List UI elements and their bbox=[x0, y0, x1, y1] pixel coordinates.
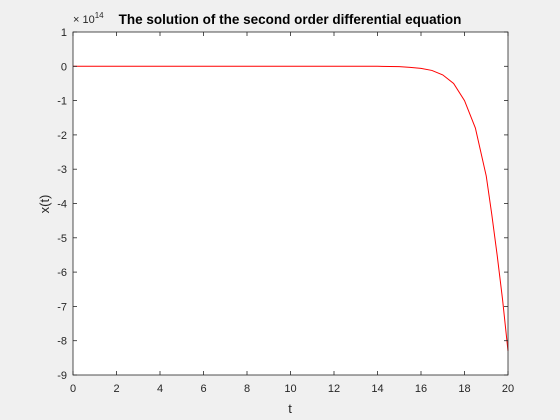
chart-title: The solution of the second order differe… bbox=[119, 12, 462, 27]
x-axis-label: t bbox=[288, 401, 292, 416]
x-ticks-group: 0 2 4 6 8 10 12 14 16 18 20 bbox=[70, 32, 514, 395]
y-tick-label: -4 bbox=[57, 199, 67, 211]
x-tick-label: 20 bbox=[502, 383, 514, 395]
x-tick-label: 2 bbox=[113, 383, 119, 395]
y-exponent-label: × 1014 bbox=[73, 11, 104, 26]
series-line-0 bbox=[73, 65, 509, 352]
y-tick-label: -8 bbox=[57, 336, 67, 348]
x-tick-label: 4 bbox=[157, 383, 163, 395]
y-tick-label: -1 bbox=[57, 96, 67, 108]
y-tick-label: -7 bbox=[57, 301, 67, 313]
x-tick-label: 14 bbox=[371, 383, 383, 395]
y-ticks-group: 1 0 -1 -2 -3 -4 -5 -6 -7 -8 -9 bbox=[57, 27, 508, 382]
y-tick-label: 1 bbox=[61, 27, 67, 39]
y-tick-label: -6 bbox=[57, 267, 67, 279]
x-tick-label: 8 bbox=[244, 383, 250, 395]
x-tick-label: 18 bbox=[458, 383, 470, 395]
x-tick-label: 10 bbox=[284, 383, 296, 395]
x-tick-label: 0 bbox=[70, 383, 76, 395]
y-exponent-base: × 10 bbox=[73, 14, 95, 26]
x-tick-label: 16 bbox=[415, 383, 427, 395]
y-tick-label: -2 bbox=[57, 130, 67, 142]
y-exponent-power: 14 bbox=[95, 11, 104, 20]
data-series-group bbox=[73, 65, 509, 352]
x-tick-label: 6 bbox=[200, 383, 206, 395]
x-tick-label: 12 bbox=[328, 383, 340, 395]
y-tick-label: -9 bbox=[57, 370, 67, 382]
y-tick-label: -3 bbox=[57, 164, 67, 176]
plot-area bbox=[73, 32, 508, 375]
y-axis-label: x(t) bbox=[37, 195, 52, 214]
y-tick-label: -5 bbox=[57, 233, 67, 245]
y-tick-label: 0 bbox=[61, 61, 67, 73]
